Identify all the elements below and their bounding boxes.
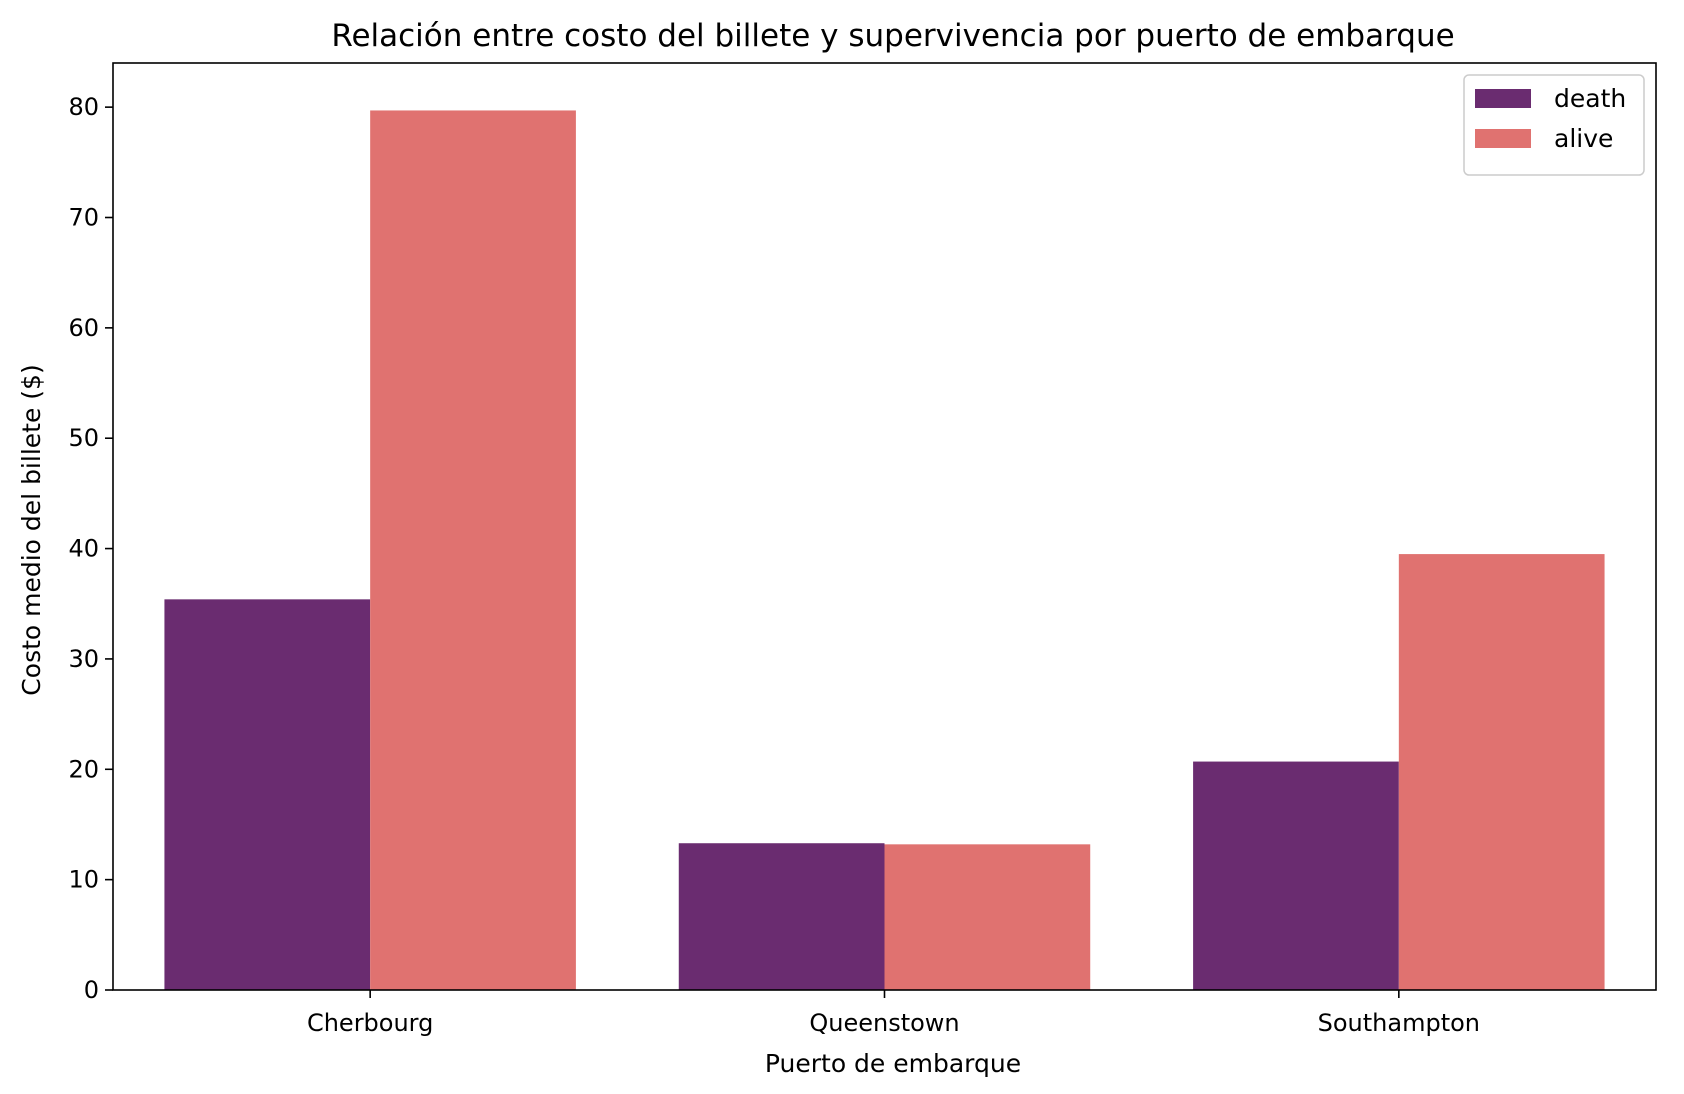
plot-area <box>112 62 1657 991</box>
legend: death alive <box>1463 74 1645 176</box>
chart-title: Relación entre costo del billete y super… <box>331 18 1454 54</box>
legend-label-alive: alive <box>1554 124 1613 153</box>
bar-death-cherbourg <box>164 599 371 990</box>
bar-alive-southampton <box>1398 554 1605 990</box>
y-tick-label: 20 <box>68 755 99 783</box>
y-axis: 0 10 20 30 40 50 60 70 80 <box>68 93 113 1004</box>
y-axis-label: Costo medio del billete ($) <box>17 364 46 695</box>
legend-swatch-alive <box>1475 129 1531 148</box>
x-tick-label-southampton: Southampton <box>1318 1009 1480 1037</box>
y-tick-label: 80 <box>68 93 99 121</box>
bar-death-queenstown <box>678 843 885 990</box>
x-tick-label-queenstown: Queenstown <box>809 1009 959 1037</box>
y-tick-label: 50 <box>68 424 99 452</box>
bar-death-southampton <box>1193 761 1399 990</box>
y-tick-label: 10 <box>68 866 99 894</box>
bar-alive-queenstown <box>884 844 1091 990</box>
x-tick-label-cherbourg: Cherbourg <box>307 1009 433 1037</box>
y-tick-label: 0 <box>84 976 99 1004</box>
y-tick-label: 40 <box>68 535 99 563</box>
x-axis: Cherbourg Queenstown Southampton <box>307 990 1480 1037</box>
x-axis-label: Puerto de embarque <box>765 1049 1021 1078</box>
bar-alive-cherbourg <box>370 110 576 990</box>
legend-swatch-death <box>1475 89 1531 108</box>
legend-label-death: death <box>1554 84 1626 113</box>
y-tick-label: 60 <box>68 314 99 342</box>
y-tick-label: 70 <box>68 204 99 232</box>
y-tick-label: 30 <box>68 645 99 673</box>
